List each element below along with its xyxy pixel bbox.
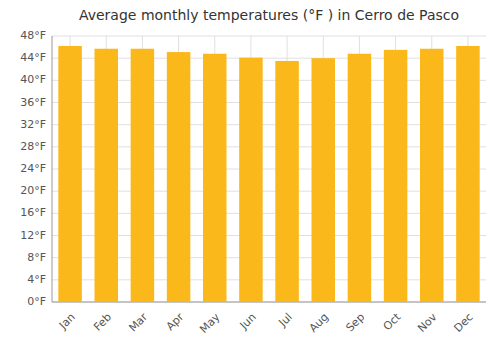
axes: 0°F 4°F 8°F 12°F 16°F 20°F 24°F 28°F 32°F 36°F 40°… [20, 29, 486, 336]
x-tick-label: Dec [451, 311, 475, 335]
y-tick-label: 16°F [20, 206, 46, 219]
bar [311, 58, 335, 302]
x-tick-label: Nov [415, 310, 440, 335]
x-tick-label: Sep [343, 311, 367, 335]
x-tick-label: Oct [381, 310, 404, 333]
y-tick-label: 24°F [20, 162, 46, 175]
bar [131, 49, 155, 302]
bars [58, 46, 479, 302]
y-tick-label: 36°F [20, 96, 46, 109]
bar [94, 49, 118, 302]
x-tick-label: Apr [164, 310, 187, 333]
chart: 0°F 4°F 8°F 12°F 16°F 20°F 24°F 28°F 32°F 36°F 40°… [0, 0, 500, 350]
x-tick-label: Jul [276, 311, 295, 330]
y-tick-label: 20°F [20, 184, 46, 197]
title: Average monthly temperatures (°F ) in Ce… [79, 7, 459, 23]
bar [456, 46, 480, 302]
x-tick-label: Jun [237, 311, 259, 333]
grid [52, 36, 486, 302]
y-tick-label: 12°F [20, 229, 46, 242]
x-tick-label: Mar [126, 310, 150, 334]
bar [203, 54, 227, 302]
bar [420, 49, 444, 302]
bar [167, 52, 191, 302]
x-tick-label: Feb [91, 311, 114, 334]
y-axis-line [52, 36, 53, 302]
y-tick-label: 44°F [20, 51, 46, 64]
chart-container: 0°F 4°F 8°F 12°F 16°F 20°F 24°F 28°F 32°F 36°F 40°… [0, 0, 500, 350]
y-tick-label: 48°F [20, 29, 46, 42]
y-tick-label: 0°F [27, 295, 46, 308]
x-tick-label: Aug [307, 311, 331, 335]
bar [275, 61, 299, 302]
bar [58, 46, 82, 302]
y-tick-label: 28°F [20, 140, 46, 153]
x-tick-label: Jan [56, 311, 78, 333]
x-tick-label: May [197, 310, 223, 336]
bar [348, 54, 372, 302]
y-tick-label: 4°F [27, 273, 46, 286]
y-tick-label: 40°F [20, 73, 46, 86]
y-tick-label: 8°F [27, 251, 46, 264]
y-grid-line [52, 36, 486, 37]
bar [384, 50, 408, 302]
y-tick-label: 32°F [20, 118, 46, 131]
bar [239, 58, 263, 302]
